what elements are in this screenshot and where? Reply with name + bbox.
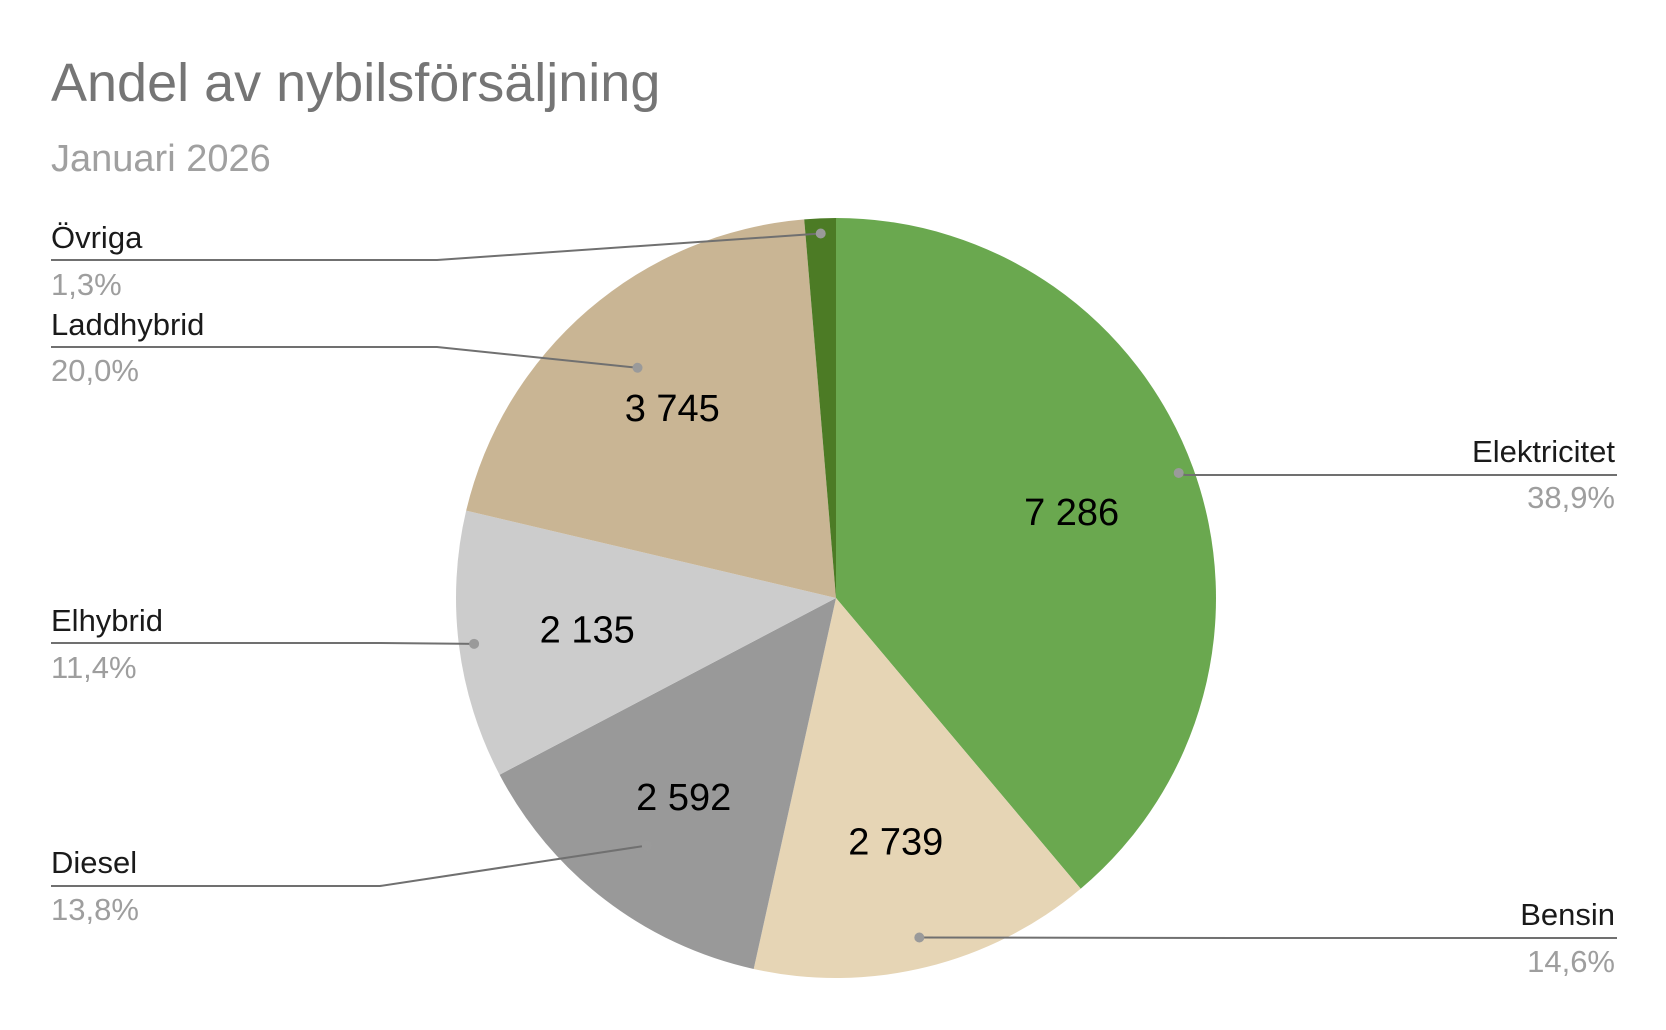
callout-line [51,346,638,369]
legend-label-diesel: Diesel [51,845,137,880]
callout-dot [641,840,652,851]
callout-dot [632,362,643,373]
slice-value-label: 2 592 [636,777,731,819]
slice-value-label: 7 286 [1024,492,1119,534]
legend-percent: 20,0% [51,353,139,388]
legend-percent: 13,8% [51,892,139,927]
callout-line [51,642,475,645]
pie-slice-laddhybrid [466,219,836,599]
legend-label-bensin: Bensin [1520,897,1615,932]
pie-slice-elektricitet [836,218,1217,889]
callout-dot [914,932,925,943]
callout-dot [815,228,826,239]
legend-percent: 11,4% [51,650,137,685]
slice-value-label: 3 745 [625,388,720,430]
legend-label-elektricitet: Elektricitet [1472,434,1615,469]
pie-slice-diesel [499,598,836,969]
legend-label-övriga: Övriga [51,220,143,255]
chart-title: Andel av nybilsförsäljning [51,53,661,113]
callout-line [1178,472,1617,476]
callout-dot [1173,467,1184,478]
legend-label-elhybrid: Elhybrid [51,603,163,638]
slice-value-label: 2 739 [848,822,943,864]
legend-label-laddhybrid: Laddhybrid [51,307,204,342]
chart-subtitle: Januari 2026 [51,138,271,180]
callout-line [51,844,647,887]
legend-percent: 14,6% [1527,944,1615,979]
pie-slice-bensin [753,598,1081,979]
legend-percent: 38,9% [1527,480,1615,515]
callout-dot [469,638,480,649]
slice-value-label: 2 135 [540,610,635,652]
legend-percent: 1,3% [51,267,122,302]
callout-line [51,232,821,261]
pie-slice-elhybrid [456,510,836,775]
pie-slice-övriga [804,218,836,598]
